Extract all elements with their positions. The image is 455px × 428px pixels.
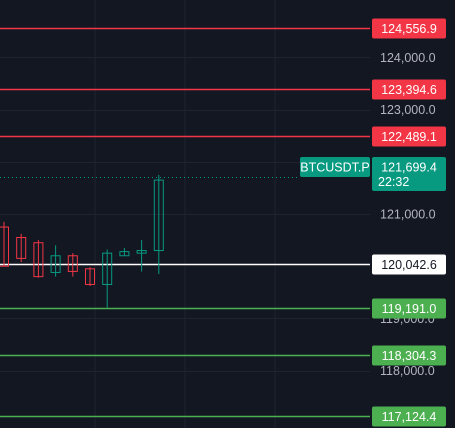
grid-lines — [0, 0, 370, 428]
candle-body-down — [33, 242, 44, 278]
candle-body-up — [119, 251, 130, 257]
last-price-tag: 121,699.4 22:32 — [372, 157, 446, 191]
bar-countdown: 22:32 — [378, 175, 409, 189]
candle-body-up — [153, 179, 164, 252]
level-tag-label: 123,394.6 — [381, 83, 437, 97]
candle-body-up — [50, 255, 61, 273]
level-tag-resistance — [372, 18, 446, 39]
candle-body-down — [0, 226, 9, 267]
price-axis-tick-label: 123,000.0 — [380, 103, 436, 117]
candle[interactable] — [67, 253, 78, 277]
candle-body-up — [136, 250, 147, 254]
level-tag-support — [372, 345, 446, 366]
symbol-tag-label: BTCUSDT.P — [300, 161, 369, 175]
symbol-tag-background — [300, 157, 370, 177]
level-tag-label: 120,042.6 — [381, 258, 437, 272]
level-tag-resistance — [372, 126, 446, 147]
level-tag-label: 118,304.3 — [382, 349, 437, 363]
candle[interactable] — [85, 267, 95, 287]
candle[interactable] — [153, 174, 164, 275]
candle-body-down — [16, 236, 27, 259]
price-tags: 124,556.9 123,394.6 122,489.1 120,042.6 119,… — [372, 18, 446, 427]
candlestick-series[interactable] — [0, 174, 164, 308]
candle[interactable] — [119, 247, 130, 257]
level-tag-resistance — [372, 79, 446, 100]
level-tag-support — [372, 406, 446, 427]
level-tag-white — [372, 254, 446, 275]
symbol-tag: BTCUSDT.P — [300, 157, 370, 177]
candle[interactable] — [16, 233, 27, 263]
candle[interactable] — [0, 221, 9, 267]
horizontal-level-lines[interactable] — [0, 27, 370, 418]
price-axis-tick-label: 118,000.0 — [380, 364, 435, 378]
price-axis-tick-label: 124,000.0 — [380, 51, 436, 65]
candle[interactable] — [33, 240, 44, 278]
level-tag-label: 119,191.0 — [382, 302, 437, 316]
candle-body-down — [85, 268, 95, 285]
level-tag-label: 124,556.9 — [381, 22, 437, 36]
last-price-tag-background — [372, 157, 446, 191]
level-tag-support — [372, 298, 446, 319]
last-price-value: 121,699.4 — [381, 161, 437, 175]
candle-body-down — [67, 255, 78, 272]
level-tag-label: 122,489.1 — [381, 130, 437, 144]
candle-body-up — [102, 252, 113, 285]
candle[interactable] — [136, 240, 147, 272]
price-axis-tick-label: 121,000.0 — [380, 208, 436, 222]
level-tag-label: 117,124.4 — [382, 410, 437, 424]
candle[interactable] — [102, 249, 113, 308]
candle[interactable] — [50, 245, 61, 277]
